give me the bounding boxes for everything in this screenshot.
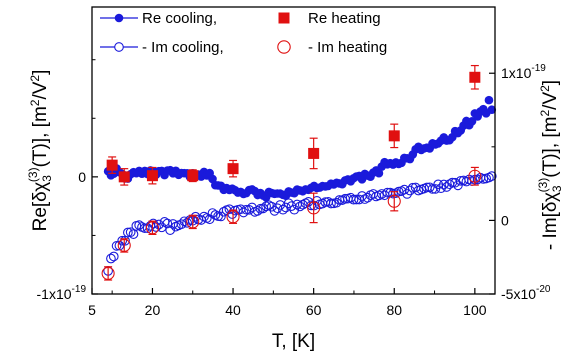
- data-point: [307, 201, 321, 215]
- legend-label: Re heating: [308, 10, 381, 27]
- data-point: [106, 253, 116, 264]
- x-tick-label: 100: [463, 302, 487, 318]
- y-axis-left-title: Re[δχ3(3)(T)], [m2/V2]: [26, 70, 54, 232]
- legend-marker: [278, 12, 290, 24]
- data-point: [111, 241, 122, 251]
- x-tick-label: 20: [145, 302, 161, 318]
- data-point: [348, 194, 359, 205]
- data-point: [469, 71, 481, 83]
- data-point: [467, 117, 477, 126]
- data-point: [402, 189, 412, 199]
- data-point: [108, 251, 119, 262]
- data-point: [118, 171, 130, 183]
- data-point: [165, 225, 176, 235]
- x-axis-title: T, [K]: [272, 331, 315, 352]
- data-point: [486, 171, 497, 181]
- data-point: [207, 208, 218, 218]
- legend-label: Re cooling,: [142, 10, 217, 27]
- data-point: [134, 220, 145, 230]
- data-point: [162, 218, 173, 229]
- legend-marker: [114, 42, 124, 52]
- data-point: [295, 201, 305, 212]
- data-point: [101, 266, 115, 280]
- legend: Re cooling, - Im cooling, Re heating - Im h…: [100, 10, 387, 56]
- data-point: [252, 205, 263, 216]
- data-point: [387, 194, 401, 208]
- series-0: [103, 95, 497, 202]
- data-point: [123, 227, 133, 238]
- data-point: [484, 95, 494, 105]
- data-point: [331, 197, 342, 208]
- y-left-tick-label: -1x10-19: [37, 284, 87, 302]
- data-point: [227, 163, 239, 175]
- series-1: [106, 64, 481, 186]
- legend-entry: Re heating: [278, 10, 381, 27]
- legend-entry: - Im cooling,: [100, 39, 224, 56]
- data-point: [278, 204, 288, 215]
- series-3: [101, 166, 482, 281]
- data-point: [308, 147, 320, 159]
- data-point: [289, 204, 300, 215]
- ticks-layer: 5 20 40 60 80 100 0 -1x10-19 1x10-19 0 -5x10-20: [37, 59, 551, 318]
- y-right-tick-label: 1x10-19: [501, 63, 546, 81]
- series-2: [103, 171, 497, 276]
- legend-marker: [277, 40, 291, 54]
- data-point: [128, 229, 139, 239]
- data-point: [117, 238, 131, 252]
- data-point: [388, 130, 400, 142]
- data-point: [238, 207, 249, 218]
- data-point: [487, 105, 497, 115]
- data-point: [106, 159, 118, 171]
- data-point: [226, 210, 240, 224]
- legend-entry: - Im heating: [277, 39, 387, 56]
- data-point: [216, 211, 226, 222]
- data-point: [145, 221, 156, 231]
- legend-marker: [114, 13, 124, 23]
- data-point: [139, 223, 150, 234]
- legend-label: - Im cooling,: [142, 39, 224, 56]
- legend-label: - Im heating: [308, 39, 387, 56]
- data-point: [374, 168, 384, 178]
- data-point: [391, 188, 401, 199]
- data-point: [182, 217, 192, 228]
- data-point: [117, 235, 128, 246]
- y-left-tick-label: 0: [78, 169, 86, 185]
- data-point: [176, 219, 187, 230]
- series-layer: [101, 64, 497, 281]
- data-point: [145, 221, 159, 235]
- x-tick-label: 5: [88, 302, 96, 318]
- data-point: [187, 170, 199, 182]
- data-point: [326, 198, 336, 209]
- data-point: [424, 182, 435, 193]
- y-axis-right-title: - Im[δχ3(3)(T)], [m2/V2]: [536, 80, 564, 250]
- y-right-tick-label: -5x10-20: [501, 284, 551, 302]
- data-point: [468, 169, 482, 183]
- plot-frame: [91, 6, 496, 295]
- legend-entry: Re cooling,: [100, 10, 217, 27]
- x-tick-label: 80: [386, 302, 402, 318]
- x-tick-label: 60: [306, 302, 322, 318]
- x-tick-label: 40: [225, 302, 241, 318]
- data-point: [146, 170, 158, 182]
- y-right-tick-label: 0: [501, 212, 509, 228]
- data-point: [186, 215, 200, 229]
- data-point: [125, 227, 136, 238]
